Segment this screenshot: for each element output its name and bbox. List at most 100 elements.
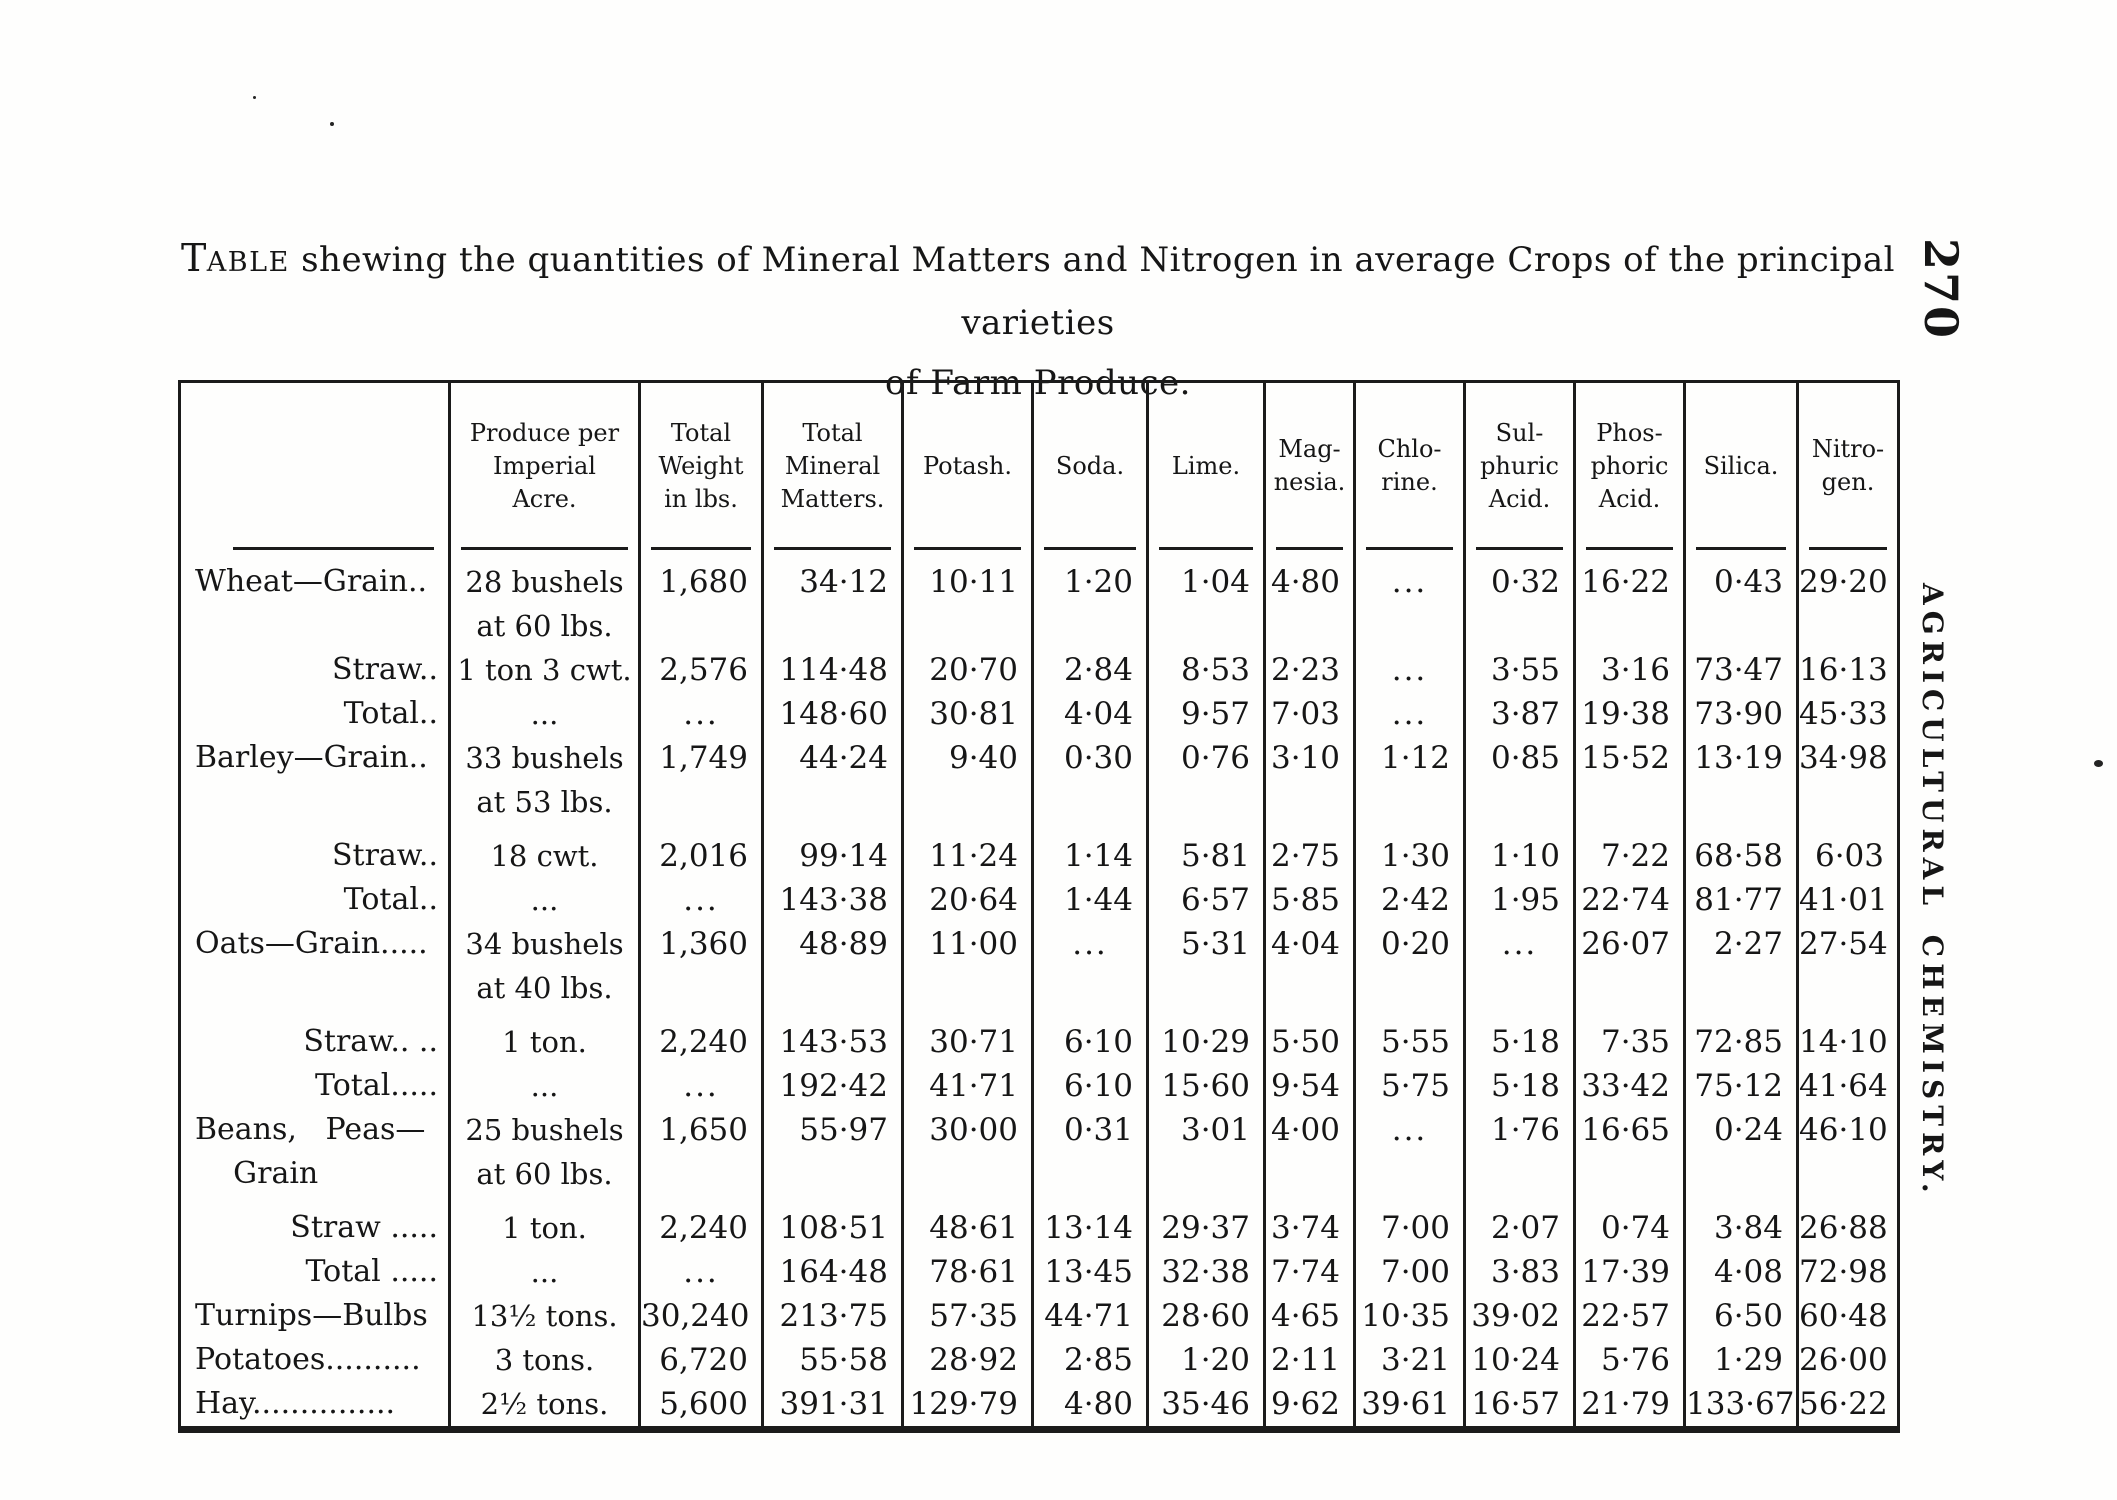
produce-per-acre-cell: 18 cwt.: [448, 833, 640, 878]
value-cell: 6,720: [638, 1337, 763, 1382]
value-cell: ...: [638, 691, 763, 736]
value-cell: 30·81: [901, 691, 1033, 736]
col-header-weight: Total Weight in lbs.: [638, 381, 763, 550]
value-cell: 5·50: [1263, 1019, 1355, 1064]
value-cell: 5·75: [1353, 1063, 1465, 1108]
produce-per-acre-cell: 13½ tons.: [448, 1293, 640, 1338]
value-cell: 148·60: [761, 691, 903, 736]
value-cell: 81·77: [1683, 877, 1798, 922]
value-cell: ...: [1353, 1107, 1465, 1206]
value-cell: 3·83: [1463, 1249, 1575, 1294]
value-cell: 4·80: [1263, 549, 1355, 648]
table-row: Potatoes.......... 3 tons. 6,720 55·58 28·92…: [180, 1337, 1899, 1382]
value-cell: 3·87: [1463, 691, 1575, 736]
value-cell: 10·11: [901, 549, 1033, 648]
table-row: Hay............... 2½ tons. 5,600 391·31 129…: [180, 1381, 1899, 1429]
row-label: Turnips—Bulbs: [195, 1297, 428, 1333]
value-cell: 1·12: [1353, 735, 1465, 834]
value-cell: 19·38: [1573, 691, 1685, 736]
table-row: Turnips—Bulbs 13½ tons. 30,240 213·75 57·35 4…: [180, 1293, 1899, 1338]
row-label: Straw..: [331, 837, 438, 873]
value-cell: 3·21: [1353, 1337, 1465, 1382]
value-cell: 48·61: [901, 1205, 1033, 1250]
value-cell: 73·90: [1683, 691, 1798, 736]
value-cell: ...: [1463, 921, 1575, 1020]
running-head: AGRICULTURAL CHEMISTRY.: [1916, 583, 1949, 1199]
value-cell: 3·55: [1463, 647, 1575, 692]
title-lead-smallcaps: ABLE: [206, 247, 290, 278]
value-cell: 44·24: [761, 735, 903, 834]
col-header-nitrogen: Nitro- gen.: [1796, 381, 1899, 550]
value-cell: 3·10: [1263, 735, 1355, 834]
table-row: Wheat—Grain.. 28 bushels at 60 lbs. 1,680 3…: [180, 549, 1899, 648]
value-cell: 39·61: [1353, 1381, 1465, 1429]
value-cell: 7·00: [1353, 1249, 1465, 1294]
row-label: Straw..: [331, 651, 438, 687]
table-row: Total........ 143·38 20·64 1·44 6·57 5·85 2·42…: [180, 877, 1899, 922]
value-cell: ...: [1031, 921, 1148, 1020]
value-cell: 34·98: [1796, 735, 1899, 834]
col-header-produce: Produce per Imperial Acre.: [448, 381, 640, 550]
value-cell: 0·76: [1146, 735, 1265, 834]
value-cell: 0·30: [1031, 735, 1148, 834]
value-cell: 15·60: [1146, 1063, 1265, 1108]
col-header-mineral: Total Mineral Matters.: [761, 381, 903, 550]
value-cell: 7·74: [1263, 1249, 1355, 1294]
table-row: Oats—Grain..... 34 bushels at 40 lbs. 1,36…: [180, 921, 1899, 1020]
value-cell: 108·51: [761, 1205, 903, 1250]
value-cell: 2·23: [1263, 647, 1355, 692]
value-cell: 13·14: [1031, 1205, 1148, 1250]
value-cell: 1·95: [1463, 877, 1575, 922]
produce-per-acre-cell: 33 bushels at 53 lbs.: [448, 735, 640, 834]
title-lead-cap: T: [180, 236, 207, 280]
value-cell: 16·65: [1573, 1107, 1685, 1206]
col-header-silica: Silica.: [1683, 381, 1798, 550]
col-header-magnesia: Mag- nesia.: [1263, 381, 1355, 550]
value-cell: 78·61: [901, 1249, 1033, 1294]
col-header-lime: Lime.: [1146, 381, 1265, 550]
value-cell: 1·10: [1463, 833, 1575, 878]
value-cell: 2·27: [1683, 921, 1798, 1020]
value-cell: 9·54: [1263, 1063, 1355, 1108]
value-cell: 9·57: [1146, 691, 1265, 736]
value-cell: 2·42: [1353, 877, 1465, 922]
value-cell: 2,576: [638, 647, 763, 692]
value-cell: 55·58: [761, 1337, 903, 1382]
produce-per-acre-cell: 34 bushels at 40 lbs.: [448, 921, 640, 1020]
value-cell: 30·71: [901, 1019, 1033, 1064]
value-cell: 46·10: [1796, 1107, 1899, 1206]
value-cell: 22·57: [1573, 1293, 1685, 1338]
value-cell: 39·02: [1463, 1293, 1575, 1338]
table-row: Straw ..... 1 ton. 2,240 108·51 48·61 13·14 29…: [180, 1205, 1899, 1250]
value-cell: 5·31: [1146, 921, 1265, 1020]
value-cell: 0·31: [1031, 1107, 1148, 1206]
row-label: Total..: [343, 881, 438, 917]
row-label: Total .....: [305, 1253, 439, 1289]
value-cell: 10·35: [1353, 1293, 1465, 1338]
produce-per-acre-cell: 28 bushels at 60 lbs.: [448, 549, 640, 648]
value-cell: 29·37: [1146, 1205, 1265, 1250]
page-number: 270: [1914, 238, 1968, 341]
value-cell: 26·07: [1573, 921, 1685, 1020]
value-cell: 13·45: [1031, 1249, 1148, 1294]
value-cell: 68·58: [1683, 833, 1798, 878]
scan-speck: [2094, 760, 2103, 767]
title-text: shewing the quantities of Mineral Matter…: [301, 240, 1896, 343]
value-cell: 4·65: [1263, 1293, 1355, 1338]
mineral-matters-table: Produce per Imperial Acre. Total Weight …: [178, 380, 1900, 1433]
value-cell: 33·42: [1573, 1063, 1685, 1108]
value-cell: 16·22: [1573, 549, 1685, 648]
value-cell: 28·60: [1146, 1293, 1265, 1338]
scan-speck: [253, 96, 256, 99]
table-row: Straw.. 1 ton 3 cwt. 2,576 114·48 20·70 2·84 8…: [180, 647, 1899, 692]
scan-speck: [330, 122, 334, 126]
value-cell: 16·13: [1796, 647, 1899, 692]
table-row: Total........... 192·42 41·71 6·10 15·60 9·54…: [180, 1063, 1899, 1108]
produce-per-acre-cell: 25 bushels at 60 lbs.: [448, 1107, 640, 1206]
row-label: Hay...............: [195, 1385, 396, 1421]
value-cell: 0·32: [1463, 549, 1575, 648]
value-cell: 143·53: [761, 1019, 903, 1064]
value-cell: 129·79: [901, 1381, 1033, 1429]
value-cell: 0·85: [1463, 735, 1575, 834]
value-cell: ...: [1353, 691, 1465, 736]
